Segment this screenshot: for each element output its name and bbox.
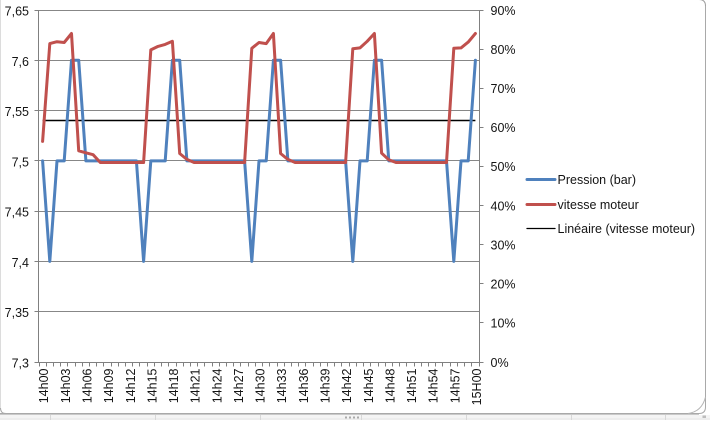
svg-text:7,65: 7,65 xyxy=(5,5,29,19)
svg-text:60%: 60% xyxy=(491,121,516,135)
svg-text:14h12: 14h12 xyxy=(124,368,138,403)
svg-text:14h21: 14h21 xyxy=(189,368,203,403)
svg-text:80%: 80% xyxy=(491,43,516,57)
svg-text:0%: 0% xyxy=(491,356,509,370)
svg-text:14h30: 14h30 xyxy=(254,368,268,403)
svg-text:7,35: 7,35 xyxy=(5,306,29,320)
svg-text:14h39: 14h39 xyxy=(319,368,333,403)
svg-text:14h03: 14h03 xyxy=(59,368,73,403)
svg-text:30%: 30% xyxy=(491,239,516,253)
svg-text:14h54: 14h54 xyxy=(427,368,441,403)
svg-text:14h15: 14h15 xyxy=(145,368,159,403)
svg-text:14h00: 14h00 xyxy=(37,368,51,403)
svg-text:15H00: 15H00 xyxy=(470,368,484,405)
svg-text:20%: 20% xyxy=(491,278,516,292)
svg-text:Linéaire (vitesse moteur): Linéaire (vitesse moteur) xyxy=(558,222,696,236)
svg-text:90%: 90% xyxy=(491,4,516,18)
svg-text:14h45: 14h45 xyxy=(362,368,376,403)
svg-text:14h48: 14h48 xyxy=(383,368,397,403)
svg-text:14h18: 14h18 xyxy=(167,368,181,403)
svg-text:70%: 70% xyxy=(491,82,516,96)
svg-text:14h33: 14h33 xyxy=(275,368,289,403)
svg-text:10%: 10% xyxy=(491,317,516,331)
svg-text:7,6: 7,6 xyxy=(12,55,29,69)
svg-text:7,4: 7,4 xyxy=(12,256,29,270)
svg-text:14h27: 14h27 xyxy=(232,368,246,403)
svg-text:Pression (bar): Pression (bar) xyxy=(558,173,637,187)
svg-text:14h51: 14h51 xyxy=(405,368,419,403)
svg-text:vitesse moteur: vitesse moteur xyxy=(558,198,639,212)
svg-text:7,5: 7,5 xyxy=(12,155,29,169)
svg-text:14h09: 14h09 xyxy=(102,368,116,403)
svg-text:14h24: 14h24 xyxy=(210,368,224,403)
svg-text:7,3: 7,3 xyxy=(12,357,29,371)
svg-text:14h06: 14h06 xyxy=(81,368,95,403)
svg-text:14h36: 14h36 xyxy=(297,368,311,403)
svg-text:40%: 40% xyxy=(491,199,516,213)
svg-text:14h42: 14h42 xyxy=(340,368,354,403)
svg-text:50%: 50% xyxy=(491,160,516,174)
svg-text:14h57: 14h57 xyxy=(448,368,462,403)
svg-text:7,45: 7,45 xyxy=(5,206,29,220)
svg-text:7,55: 7,55 xyxy=(5,105,29,119)
